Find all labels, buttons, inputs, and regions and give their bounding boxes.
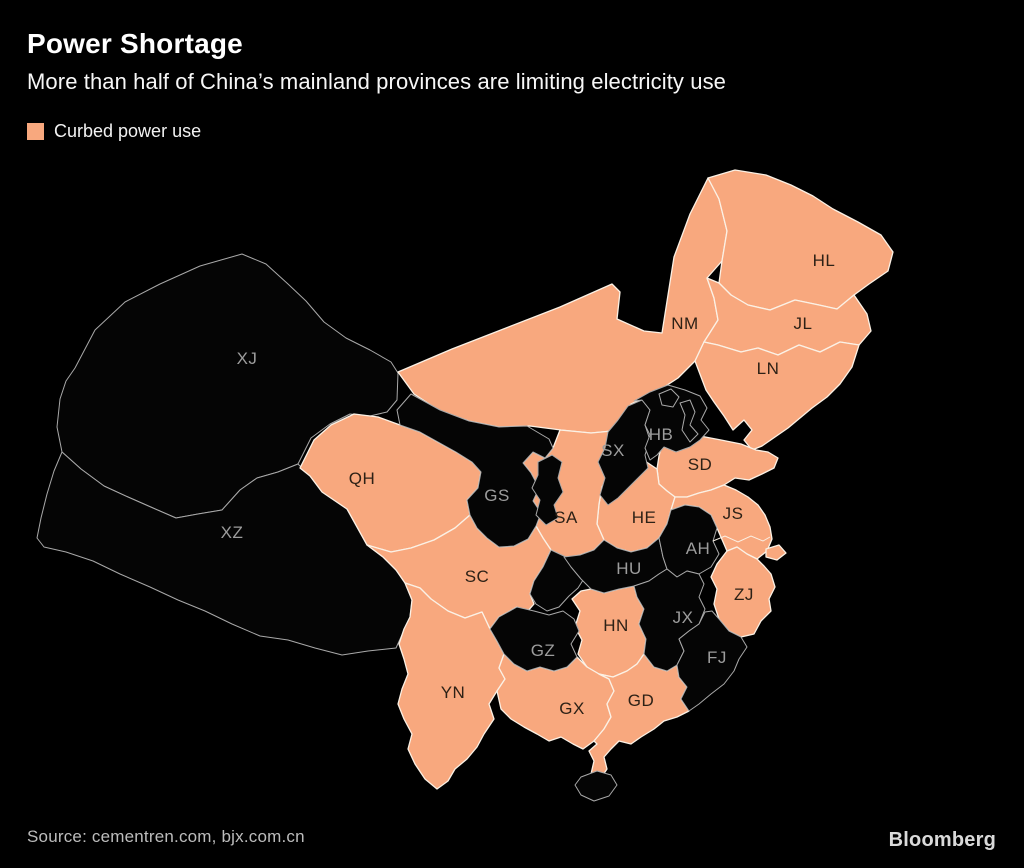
province-label-nm: NM <box>671 314 698 333</box>
province-label-gs: GS <box>484 486 510 505</box>
province-label-hl: HL <box>813 251 836 270</box>
legend-label: Curbed power use <box>54 121 202 141</box>
province-label-ah: AH <box>686 539 711 558</box>
legend-swatch <box>27 123 44 140</box>
province-label-js: JS <box>723 504 744 523</box>
province-zj <box>710 546 776 638</box>
province-label-ln: LN <box>757 359 780 378</box>
province-label-jx: JX <box>673 608 694 627</box>
province-ln <box>694 341 860 451</box>
province-sh <box>765 544 787 561</box>
chart-subtitle: More than half of China’s mainland provi… <box>27 69 726 94</box>
source-note: Source: cementren.com, bjx.com.cn <box>27 827 305 846</box>
province-label-gd: GD <box>628 691 655 710</box>
province-label-hb: HB <box>649 425 674 444</box>
province-label-xj: XJ <box>237 349 258 368</box>
legend: Curbed power use <box>27 121 201 142</box>
page-title: Power Shortage <box>27 28 243 59</box>
province-hi <box>574 770 618 802</box>
province-gs <box>396 393 554 548</box>
province-label-sx: SX <box>601 441 625 460</box>
province-ah <box>658 504 720 578</box>
province-label-hu: HU <box>616 559 642 578</box>
province-tj <box>679 399 699 443</box>
province-label-sa: SA <box>554 508 578 527</box>
province-label-gx: GX <box>559 699 585 718</box>
province-gz <box>489 606 580 672</box>
province-label-hn: HN <box>603 616 629 635</box>
river-line <box>712 535 771 543</box>
province-label-fj: FJ <box>707 648 727 667</box>
province-label-zj: ZJ <box>734 585 754 604</box>
province-label-qh: QH <box>349 469 376 488</box>
province-fj <box>676 610 748 712</box>
province-label-xz: XZ <box>221 523 244 542</box>
province-nx <box>531 454 564 526</box>
province-label-sc: SC <box>465 567 490 586</box>
province-label-he: HE <box>632 508 657 527</box>
province-label-sd: SD <box>688 455 713 474</box>
chart-header: Power Shortage More than half of China’s… <box>27 28 726 95</box>
province-sx <box>597 399 651 506</box>
bloomberg-logo: Bloomberg <box>888 829 996 851</box>
province-label-jl: JL <box>794 314 813 333</box>
province-hl <box>707 169 894 311</box>
province-bj <box>658 388 680 408</box>
province-label-gz: GZ <box>531 641 556 660</box>
province-label-yn: YN <box>441 683 466 702</box>
